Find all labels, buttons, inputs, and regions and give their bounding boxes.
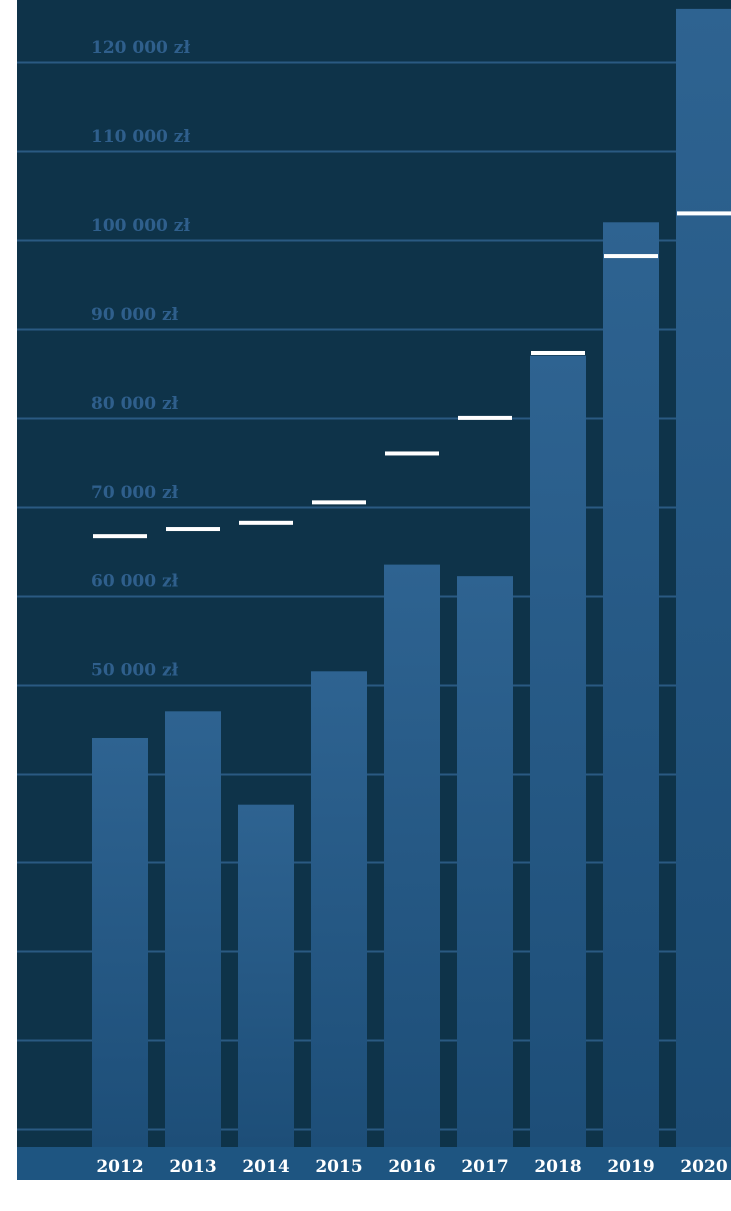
x-tick-label: 2015 bbox=[315, 1157, 362, 1177]
bar bbox=[457, 576, 513, 1147]
bar bbox=[384, 564, 440, 1147]
bar bbox=[238, 804, 294, 1147]
bar bbox=[603, 222, 659, 1148]
y-tick-label: 110 000 zł bbox=[91, 127, 190, 147]
x-tick-label: 2012 bbox=[96, 1157, 143, 1177]
y-tick-label: 60 000 zł bbox=[91, 572, 179, 592]
bar bbox=[165, 711, 221, 1147]
y-tick-label: 50 000 zł bbox=[91, 661, 179, 681]
y-tick-label: 80 000 zł bbox=[91, 394, 179, 414]
bars bbox=[92, 8, 731, 1148]
y-tick-label: 120 000 zł bbox=[91, 38, 190, 58]
x-axis-strip bbox=[17, 1147, 731, 1180]
x-tick-label: 2020 bbox=[680, 1157, 727, 1177]
y-tick-labels: 50 000 zł 60 000 zł 70 000 zł 80 000 zł 90 0… bbox=[91, 38, 190, 680]
marker bbox=[312, 500, 366, 505]
marker bbox=[239, 520, 293, 525]
bar bbox=[92, 737, 148, 1147]
marker bbox=[385, 451, 439, 456]
y-tick-label: 70 000 zł bbox=[91, 483, 179, 503]
x-tick-labels: 2012 2013 2014 2015 2016 2017 2018 2019 2020 bbox=[96, 1157, 727, 1177]
marker bbox=[166, 527, 220, 532]
marker bbox=[458, 415, 512, 420]
marker bbox=[531, 350, 585, 355]
marker bbox=[677, 211, 731, 216]
marker bbox=[604, 254, 658, 259]
y-tick-label: 100 000 zł bbox=[91, 216, 190, 236]
x-tick-label: 2019 bbox=[607, 1157, 654, 1177]
x-tick-label: 2013 bbox=[169, 1157, 216, 1177]
bar bbox=[530, 355, 586, 1147]
x-tick-label: 2018 bbox=[534, 1157, 581, 1177]
bar bbox=[676, 8, 731, 1147]
markers bbox=[93, 211, 731, 539]
y-tick-label: 90 000 zł bbox=[91, 305, 179, 325]
bar bbox=[311, 671, 367, 1147]
x-tick-label: 2014 bbox=[242, 1157, 289, 1177]
x-tick-label: 2017 bbox=[461, 1157, 508, 1177]
marker bbox=[93, 534, 147, 539]
x-tick-label: 2016 bbox=[388, 1157, 435, 1177]
